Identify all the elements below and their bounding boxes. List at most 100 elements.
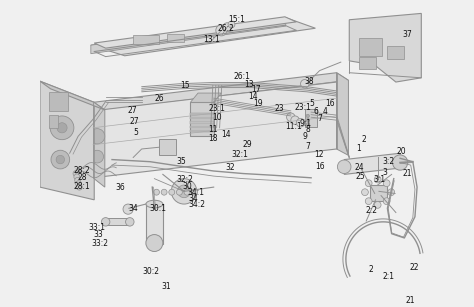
Circle shape bbox=[171, 179, 197, 204]
Circle shape bbox=[154, 189, 159, 195]
Bar bbox=[191, 130, 214, 132]
Text: 11:1: 11:1 bbox=[285, 122, 302, 131]
Text: 3:2: 3:2 bbox=[383, 157, 395, 166]
Text: 34: 34 bbox=[189, 194, 198, 203]
Text: 21: 21 bbox=[402, 169, 411, 178]
Circle shape bbox=[392, 155, 408, 170]
Text: 7: 7 bbox=[305, 142, 310, 151]
Text: 10: 10 bbox=[212, 113, 221, 122]
Text: 28:1: 28:1 bbox=[74, 182, 91, 191]
Circle shape bbox=[306, 114, 310, 118]
Text: 8: 8 bbox=[305, 126, 310, 134]
Bar bbox=[359, 57, 375, 69]
Text: 15: 15 bbox=[181, 81, 190, 90]
Circle shape bbox=[365, 198, 372, 204]
Text: 9: 9 bbox=[302, 132, 307, 141]
Circle shape bbox=[123, 204, 133, 214]
Text: 2:2: 2:2 bbox=[365, 206, 377, 215]
Bar bbox=[191, 113, 214, 115]
Text: 31: 31 bbox=[162, 282, 171, 291]
Circle shape bbox=[184, 189, 190, 195]
Text: 6: 6 bbox=[314, 107, 319, 116]
Polygon shape bbox=[349, 14, 421, 82]
Text: 36: 36 bbox=[116, 184, 125, 192]
Circle shape bbox=[383, 198, 390, 204]
Text: 29: 29 bbox=[243, 140, 252, 149]
Bar bbox=[387, 46, 403, 59]
Text: 33: 33 bbox=[93, 231, 103, 239]
Text: 2: 2 bbox=[368, 265, 373, 274]
Text: 25: 25 bbox=[355, 172, 365, 181]
Text: 28: 28 bbox=[78, 173, 87, 182]
Bar bbox=[305, 109, 317, 127]
Circle shape bbox=[75, 177, 81, 183]
Text: 32: 32 bbox=[226, 163, 236, 172]
Text: 33:1: 33:1 bbox=[89, 223, 106, 232]
Circle shape bbox=[176, 189, 182, 195]
Circle shape bbox=[90, 129, 105, 144]
Ellipse shape bbox=[146, 200, 163, 208]
Text: 27: 27 bbox=[130, 117, 139, 126]
Polygon shape bbox=[93, 82, 337, 178]
Circle shape bbox=[301, 80, 309, 88]
Text: 30: 30 bbox=[182, 182, 192, 191]
Polygon shape bbox=[344, 153, 400, 174]
Circle shape bbox=[56, 155, 64, 164]
Text: 37: 37 bbox=[403, 30, 413, 39]
Text: 30:1: 30:1 bbox=[149, 204, 166, 213]
Bar bbox=[167, 34, 184, 42]
Circle shape bbox=[223, 23, 231, 31]
Text: 30:2: 30:2 bbox=[143, 266, 159, 275]
Bar bbox=[159, 139, 176, 155]
Text: 16: 16 bbox=[316, 162, 325, 171]
Polygon shape bbox=[146, 204, 163, 244]
Circle shape bbox=[146, 235, 163, 251]
Circle shape bbox=[306, 123, 310, 126]
Text: 26: 26 bbox=[155, 94, 164, 103]
Circle shape bbox=[50, 116, 74, 140]
Bar bbox=[359, 38, 382, 56]
Text: 3:1: 3:1 bbox=[374, 175, 386, 184]
Text: 5: 5 bbox=[133, 127, 138, 137]
Circle shape bbox=[75, 181, 82, 187]
Circle shape bbox=[91, 150, 103, 163]
Circle shape bbox=[73, 171, 79, 177]
Bar bbox=[191, 126, 214, 128]
Text: 32:1: 32:1 bbox=[231, 150, 248, 159]
Text: 13: 13 bbox=[244, 80, 254, 89]
Text: 2: 2 bbox=[362, 135, 366, 144]
Bar bbox=[191, 117, 214, 119]
Text: 9:1: 9:1 bbox=[300, 119, 312, 128]
Polygon shape bbox=[93, 73, 348, 110]
Text: 23:1: 23:1 bbox=[294, 103, 311, 112]
Circle shape bbox=[306, 119, 310, 122]
Circle shape bbox=[169, 189, 175, 195]
Bar bbox=[191, 122, 214, 123]
Text: 14: 14 bbox=[221, 130, 230, 139]
Circle shape bbox=[337, 160, 351, 173]
Text: 34: 34 bbox=[128, 204, 138, 213]
Text: 23:1: 23:1 bbox=[208, 104, 225, 113]
Polygon shape bbox=[337, 73, 348, 155]
Text: 22: 22 bbox=[410, 263, 419, 272]
Circle shape bbox=[76, 184, 82, 190]
Text: 5: 5 bbox=[310, 99, 314, 108]
Circle shape bbox=[216, 25, 227, 36]
Text: 12: 12 bbox=[314, 150, 324, 159]
Circle shape bbox=[365, 180, 372, 187]
Text: 27: 27 bbox=[127, 106, 137, 115]
Text: 20: 20 bbox=[396, 147, 406, 156]
Circle shape bbox=[383, 180, 390, 187]
Bar bbox=[49, 115, 58, 128]
Text: 35: 35 bbox=[176, 157, 186, 166]
Bar bbox=[106, 219, 129, 225]
Circle shape bbox=[126, 218, 134, 226]
Circle shape bbox=[191, 189, 198, 195]
Bar bbox=[191, 102, 214, 136]
Circle shape bbox=[161, 189, 167, 195]
Circle shape bbox=[287, 113, 295, 122]
Circle shape bbox=[57, 123, 67, 133]
Text: 21: 21 bbox=[405, 296, 415, 305]
Circle shape bbox=[296, 119, 305, 127]
Bar bbox=[49, 92, 68, 111]
